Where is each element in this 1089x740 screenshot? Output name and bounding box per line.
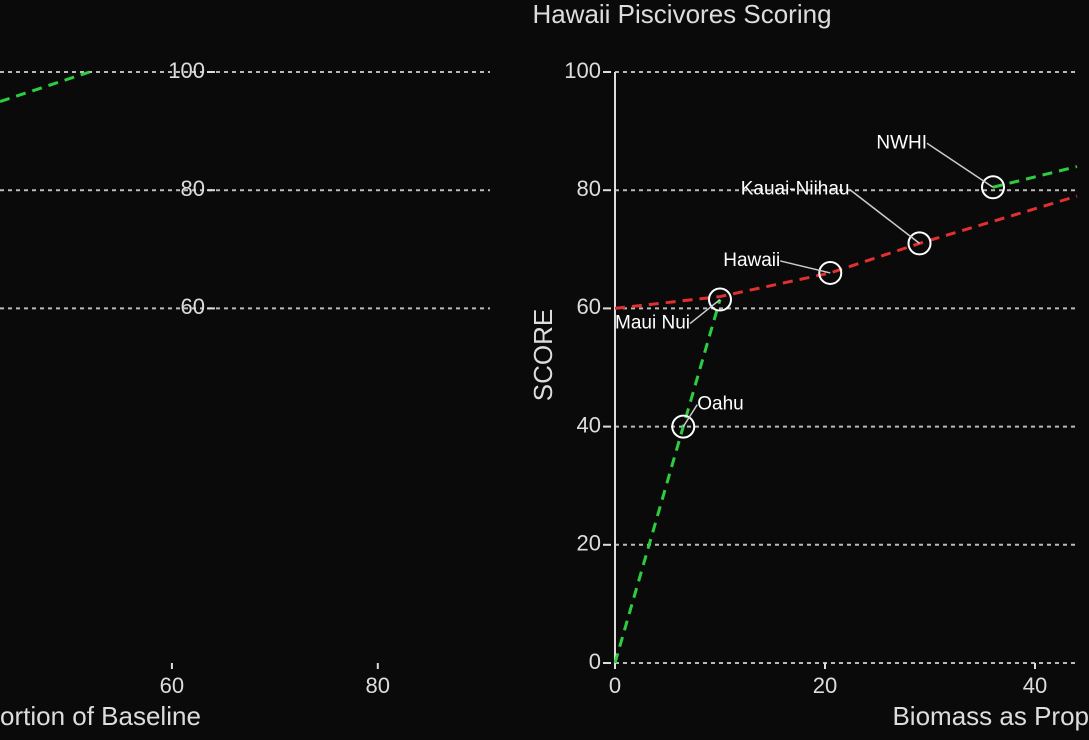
y-tick-label: 80 [181,176,205,201]
point [671,414,696,439]
series-line [0,70,91,103]
leader [780,260,831,274]
point [708,287,732,312]
leader [926,142,994,188]
y-tick-label: 0 [589,649,601,674]
y-tick-label: 80 [577,176,601,201]
y-axis-label: SCORE [528,309,558,401]
x-axis-label: ortion of Baseline [0,701,201,731]
x-tick-label: 0 [609,673,621,698]
x-tick-label: 60 [160,673,184,698]
y-tick-label: 20 [577,531,601,556]
x-tick-label: 80 [366,673,390,698]
x-tick-label: 20 [813,673,837,698]
leader [849,188,920,244]
point-label: Maui Nui [615,313,690,334]
y-tick-label: 40 [577,412,601,437]
x-axis-label: Biomass as Prop [892,701,1089,731]
y-tick-label: 100 [168,58,205,83]
x-tick-label: 40 [1023,673,1047,698]
series-line [614,194,1078,310]
leader [689,298,721,325]
leader [682,404,698,428]
point [907,231,932,256]
point-label: Hawaii [723,250,780,271]
y-tick-label: 60 [577,294,601,319]
y-tick-label: 60 [181,294,205,319]
chart-title: Hawaii Piscivores Scoring [532,0,831,29]
point [818,260,843,285]
point [981,175,1005,200]
point-label: NWHI [876,132,927,153]
series-line [613,299,722,664]
series-line [992,165,1078,189]
point-label: Kauai-Niihau [741,178,850,199]
point-label: Oahu [697,394,743,415]
y-tick-label: 100 [564,58,601,83]
